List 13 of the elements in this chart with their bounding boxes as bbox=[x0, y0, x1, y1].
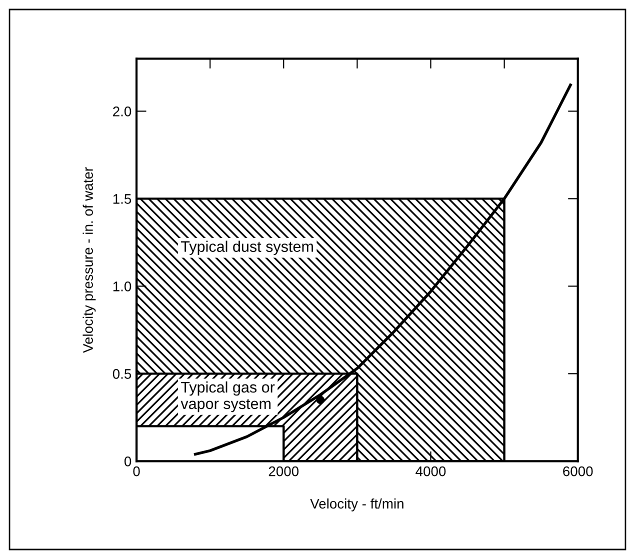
y-tick-label: 0 bbox=[124, 456, 132, 466]
x-tick-label: 4000 bbox=[416, 466, 446, 476]
y-tick-label: 2.0 bbox=[113, 106, 132, 116]
y-axis-title: Velocity pressure - in. of water bbox=[82, 167, 96, 353]
x-axis-title: Velocity - ft/min bbox=[310, 498, 404, 512]
y-tick-label: 0.5 bbox=[112, 369, 132, 379]
annotation: Typical gas or vapor system bbox=[180, 381, 275, 412]
x-tick-label: 0 bbox=[133, 466, 140, 476]
x-tick-label: 2000 bbox=[268, 466, 299, 476]
y-tick-label: 1.0 bbox=[113, 282, 132, 292]
x-tick-label: 6000 bbox=[563, 466, 593, 476]
annotation: Typical dust system bbox=[181, 240, 313, 255]
y-tick-label: 1.5 bbox=[113, 194, 132, 204]
